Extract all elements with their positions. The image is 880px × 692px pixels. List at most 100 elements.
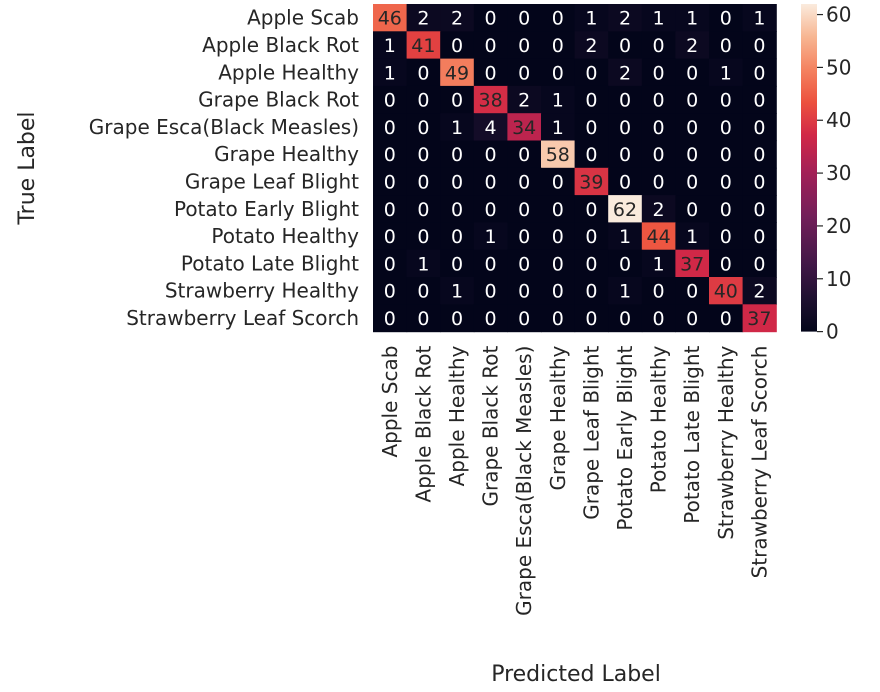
heatmap-cell [541,277,576,305]
y-tick-label: Apple Scab [247,6,359,30]
cell-value-label: 0 [518,144,530,166]
cell-value-label: 0 [585,117,597,139]
cell-value-label: 0 [552,35,564,57]
heatmap-cell [473,195,508,223]
heatmap-cell [373,195,408,223]
heatmap-cell [541,304,576,333]
cell-value-label: 0 [518,308,530,330]
colorbar-tick-label: 50 [826,55,851,79]
heatmap-cell [641,113,676,142]
heatmap-cell [507,85,542,114]
cell-value-label: 1 [686,8,698,30]
cell-value-label: 0 [518,226,530,248]
heatmap-cell [406,31,441,60]
heatmap-cell [709,277,744,305]
heatmap-cell [675,195,710,223]
heatmap-cell [608,85,643,114]
cell-value-label: 0 [518,8,530,30]
cell-value-label: 0 [384,308,396,330]
x-tick-label: Grape Black Rot [479,345,503,506]
y-axis-title: True Label [15,111,40,225]
heatmap-cell [440,140,475,169]
x-tick-label: Potato Late Blight [680,345,704,523]
cell-value-label: 0 [417,144,429,166]
cell-value-label: 0 [653,308,665,330]
cell-value-label: 1 [451,281,463,303]
cell-value-label: 0 [384,199,396,221]
heatmap-cell [406,304,441,333]
heatmap-cell [709,249,744,278]
heatmap-cell [675,85,710,114]
heatmap-cell [742,277,777,305]
heatmap-cell [641,304,676,333]
heatmap-cell [675,249,710,278]
heatmap-cell [742,31,777,60]
heatmap-cell [641,4,676,32]
cell-value-label: 1 [619,226,631,248]
cell-value-label: 2 [585,35,597,57]
cell-value-label: 0 [485,35,497,57]
cell-value-label: 0 [619,144,631,166]
heatmap-cell [507,304,542,333]
cell-value-label: 0 [653,35,665,57]
cell-value-label: 0 [753,171,765,193]
cell-value-label: 49 [445,62,469,84]
heatmap-cell [608,249,643,278]
cell-value-label: 0 [518,35,530,57]
heatmap-cell [675,4,710,32]
cell-value-label: 0 [753,90,765,112]
heatmap-cell [507,113,542,142]
cell-value-label: 39 [579,171,603,193]
heatmap-cell [406,222,441,251]
cell-value-label: 0 [753,226,765,248]
cell-value-label: 0 [518,171,530,193]
cell-value-label: 2 [417,8,429,30]
cell-value-label: 41 [411,35,435,57]
heatmap-cell [507,222,542,251]
cell-value-label: 0 [485,281,497,303]
heatmap-cell [709,4,744,32]
cell-value-label: 0 [485,199,497,221]
heatmap-cell [608,58,643,87]
heatmap-cell [440,85,475,114]
heatmap-cell [709,222,744,251]
heatmap-cell [608,222,643,251]
heatmap-cell [574,277,609,305]
heatmap-cell [373,58,408,87]
cell-value-label: 0 [585,226,597,248]
heatmap-cell [608,31,643,60]
heatmap-cell [574,31,609,60]
heatmap-cell [608,140,643,169]
heatmap-cell [473,113,508,142]
cell-value-label: 0 [686,308,698,330]
heatmap-cell [608,113,643,142]
cell-value-label: 0 [753,199,765,221]
cell-value-label: 0 [720,171,732,193]
heatmap-cell [742,304,777,333]
y-tick-labels: Apple Scab Apple Black Rot Apple Healthy Gr… [89,6,359,330]
cell-value-label: 0 [552,171,564,193]
cell-value-label: 0 [552,226,564,248]
cell-value-label: 0 [384,281,396,303]
cell-value-label: 0 [485,253,497,275]
cell-value-label: 34 [512,117,536,139]
heatmap-cell [440,222,475,251]
x-tick-label: Potato Early Blight [613,345,637,530]
heatmap-cell [541,195,576,223]
cell-value-label: 0 [451,199,463,221]
heatmap-cell [641,195,676,223]
cell-value-label: 37 [747,308,771,330]
cell-value-label: 1 [753,8,765,30]
y-tick-label: Strawberry Leaf Scorch [126,306,359,330]
cell-value-label: 0 [485,308,497,330]
heatmap-cell [641,222,676,251]
cell-value-label: 0 [619,90,631,112]
heatmap-cell [507,167,542,196]
heatmap-cell [742,113,777,142]
colorbar-tick-label: 30 [826,161,851,185]
cell-value-label: 0 [619,171,631,193]
cell-value-label: 0 [417,90,429,112]
cell-value-label: 0 [753,144,765,166]
heatmap-cell [574,222,609,251]
